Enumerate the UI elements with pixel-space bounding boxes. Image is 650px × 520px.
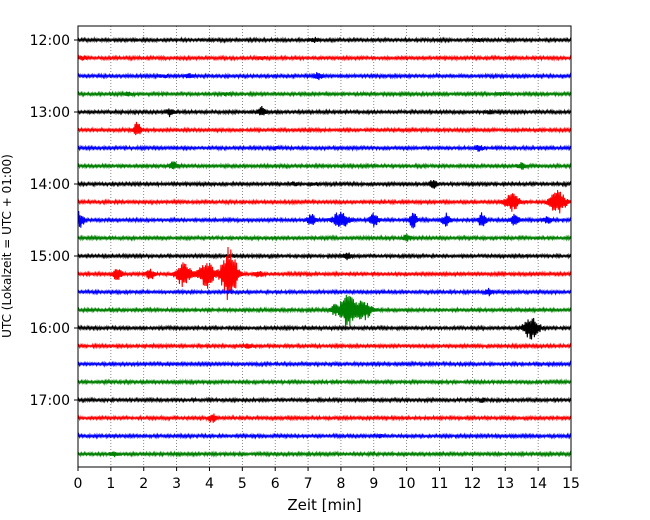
x-tick-label: 9 [369,476,378,492]
trace-1715 [77,413,572,423]
trace-1630 [77,360,572,368]
x-tick-label: 1 [106,476,115,492]
trace-1545 [77,295,572,328]
trace-1615 [77,342,572,350]
x-tick-label: 2 [139,476,148,492]
trace-1600 [77,317,572,340]
x-tick-label: 3 [172,476,181,492]
trace-1415 [77,190,572,214]
x-tick-label: 0 [74,476,83,492]
trace-1245 [77,90,572,98]
y-axis-ticks: 12:00 13:00 14:00 15:00 16:00 17:00 [30,33,78,409]
trace-1230 [77,72,572,81]
y-tick-label: 16:00 [30,321,70,337]
x-tick-label: 13 [496,476,514,492]
trace-1745 [77,450,572,458]
x-axis-ticks: 0 1 2 3 4 5 6 7 8 9 10 11 12 13 14 15 [74,467,580,492]
y-tick-label: 17:00 [30,393,70,409]
y-tick-label: 12:00 [30,33,70,49]
y-axis-label: UTC (Lokalzeit = UTC + 01:00) [0,154,14,338]
x-axis-label: Zeit [min] [287,496,361,514]
x-tick-label: 5 [238,476,247,492]
trace-1400 [77,179,572,189]
trace-1730 [77,432,572,440]
trace-1215 [77,54,572,62]
y-tick-label: 14:00 [30,177,70,193]
x-tick-label: 14 [529,476,547,492]
trace-1430 [77,210,572,229]
trace-1530 [77,287,572,297]
x-tick-label: 11 [431,476,449,492]
trace-1645 [77,378,572,386]
x-tick-label: 6 [271,476,280,492]
x-tick-label: 7 [304,476,313,492]
y-tick-label: 15:00 [30,249,70,265]
trace-1300 [77,105,572,118]
trace-1200 [77,36,572,44]
x-tick-label: 4 [205,476,214,492]
x-tick-label: 8 [336,476,345,492]
trace-1700 [77,396,572,404]
trace-group [77,36,572,458]
x-tick-label: 15 [562,476,580,492]
y-tick-label: 13:00 [30,105,70,121]
trace-1330 [77,144,572,152]
trace-1445 [77,233,572,242]
plot-frame [77,25,572,468]
trace-1315 [77,121,572,136]
trace-1345 [77,161,572,170]
x-tick-label: 12 [463,476,481,492]
trace-1500 [77,252,572,261]
trace-1515 [77,247,572,300]
x-tick-label: 10 [398,476,416,492]
